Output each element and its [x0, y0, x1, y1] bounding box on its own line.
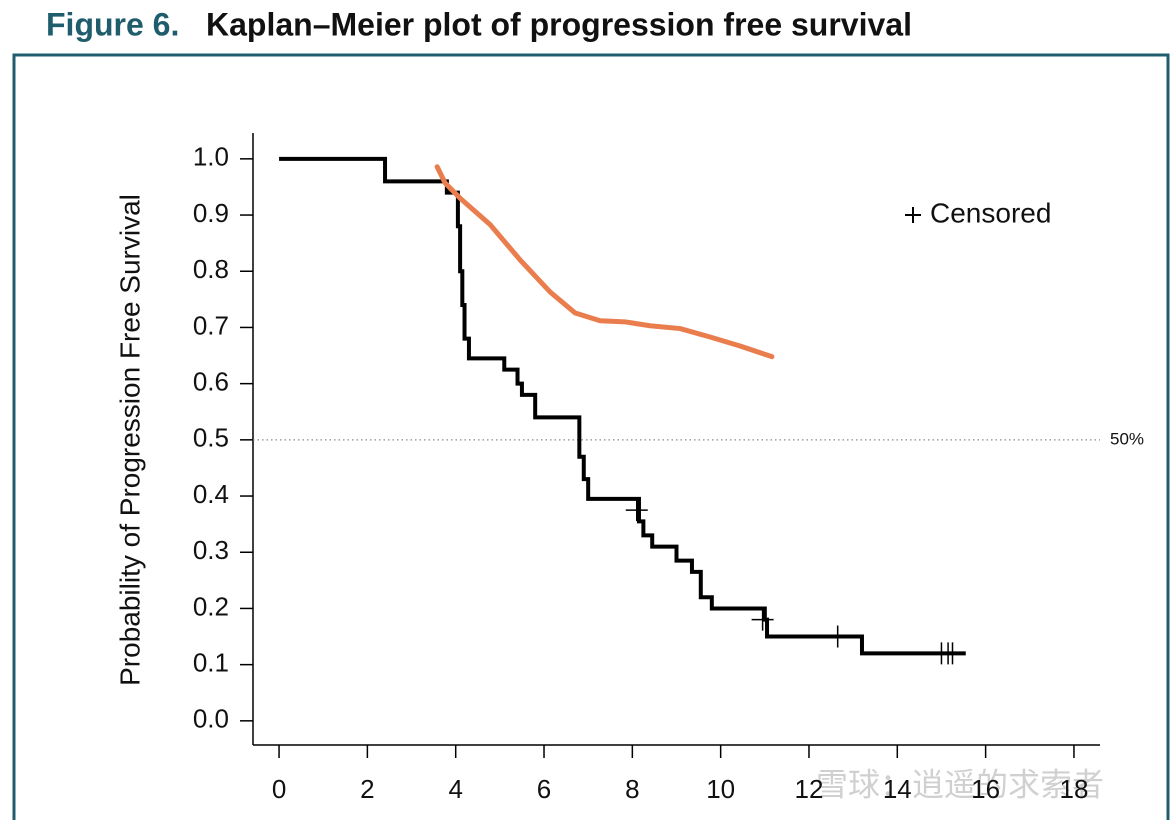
censor-mark	[751, 608, 774, 631]
x-tick-label: 16	[971, 774, 1000, 804]
x-tick-label: 6	[537, 774, 551, 804]
y-tick-label: 1.0	[193, 142, 229, 172]
legend-label: Censored	[930, 197, 1051, 228]
y-tick-label: 0.1	[193, 648, 229, 678]
x-tick-label: 10	[706, 774, 735, 804]
y-tick-label: 0.8	[193, 254, 229, 284]
figure-label: Figure 6.	[46, 6, 179, 42]
censor-mark	[826, 625, 849, 648]
x-tick-label: 4	[448, 774, 462, 804]
y-tick-label: 0.5	[193, 423, 229, 453]
y-tick-label: 0.9	[193, 198, 229, 228]
y-axis-label: Probability of Progression Free Survival	[114, 194, 145, 686]
y-tick-label: 0.7	[193, 310, 229, 340]
reference-label: 50%	[1110, 429, 1144, 448]
chart-title: Kaplan–Meier plot of progression free su…	[206, 6, 912, 42]
frame	[12, 53, 1170, 820]
y-tick-label: 0.4	[193, 479, 229, 509]
x-tick-label: 18	[1059, 774, 1088, 804]
y-tick-label: 0.2	[193, 591, 229, 621]
x-tick-label: 0	[272, 774, 286, 804]
y-tick-label: 0.0	[193, 704, 229, 734]
x-tick-label: 2	[360, 774, 374, 804]
y-tick-label: 0.3	[193, 535, 229, 565]
watermark: 雪球：逍遥的求索者	[816, 766, 1104, 802]
x-tick-label: 8	[625, 774, 639, 804]
censor-mark	[941, 642, 964, 665]
legend-marker	[905, 207, 921, 223]
censor-mark	[625, 499, 648, 522]
y-tick-label: 0.6	[193, 367, 229, 397]
overlay-curve	[434, 164, 775, 360]
x-tick-label: 12	[795, 774, 824, 804]
x-tick-label: 14	[883, 774, 912, 804]
survival-step	[279, 156, 966, 656]
